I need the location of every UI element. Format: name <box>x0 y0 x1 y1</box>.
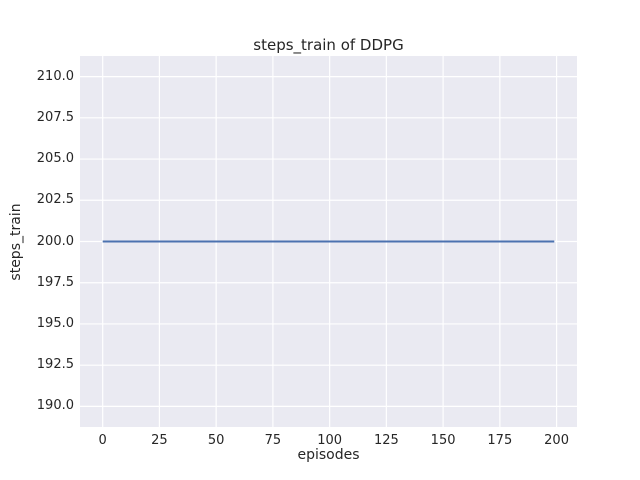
y-tick-label: 197.5 <box>36 274 74 290</box>
y-tick-label: 205.0 <box>36 151 74 167</box>
y-tick-label: 200.0 <box>36 233 74 249</box>
y-tick-label: 207.5 <box>36 109 74 125</box>
x-tick-label: 50 <box>207 433 225 448</box>
chart-title: steps_train of DDPG <box>253 36 404 54</box>
y-tick-label: 210.0 <box>36 68 74 84</box>
x-tick-label: 75 <box>264 433 282 448</box>
y-tick-label: 192.5 <box>36 357 74 373</box>
plot-canvas <box>80 56 577 427</box>
x-tick-label: 200 <box>544 433 569 448</box>
x-tick-label: 175 <box>487 433 513 448</box>
x-tick-label: 125 <box>373 433 399 448</box>
y-tick-label: 202.5 <box>36 192 74 208</box>
y-tick-label: 195.0 <box>36 315 74 331</box>
x-tick-label: 100 <box>317 433 343 448</box>
x-axis-label: episodes <box>297 447 360 463</box>
x-tick-label: 150 <box>430 433 456 448</box>
x-tick-label: 0 <box>98 433 107 448</box>
x-tick-label: 25 <box>151 433 168 448</box>
plot-area <box>80 56 577 427</box>
y-tick-label: 190.0 <box>36 398 74 414</box>
